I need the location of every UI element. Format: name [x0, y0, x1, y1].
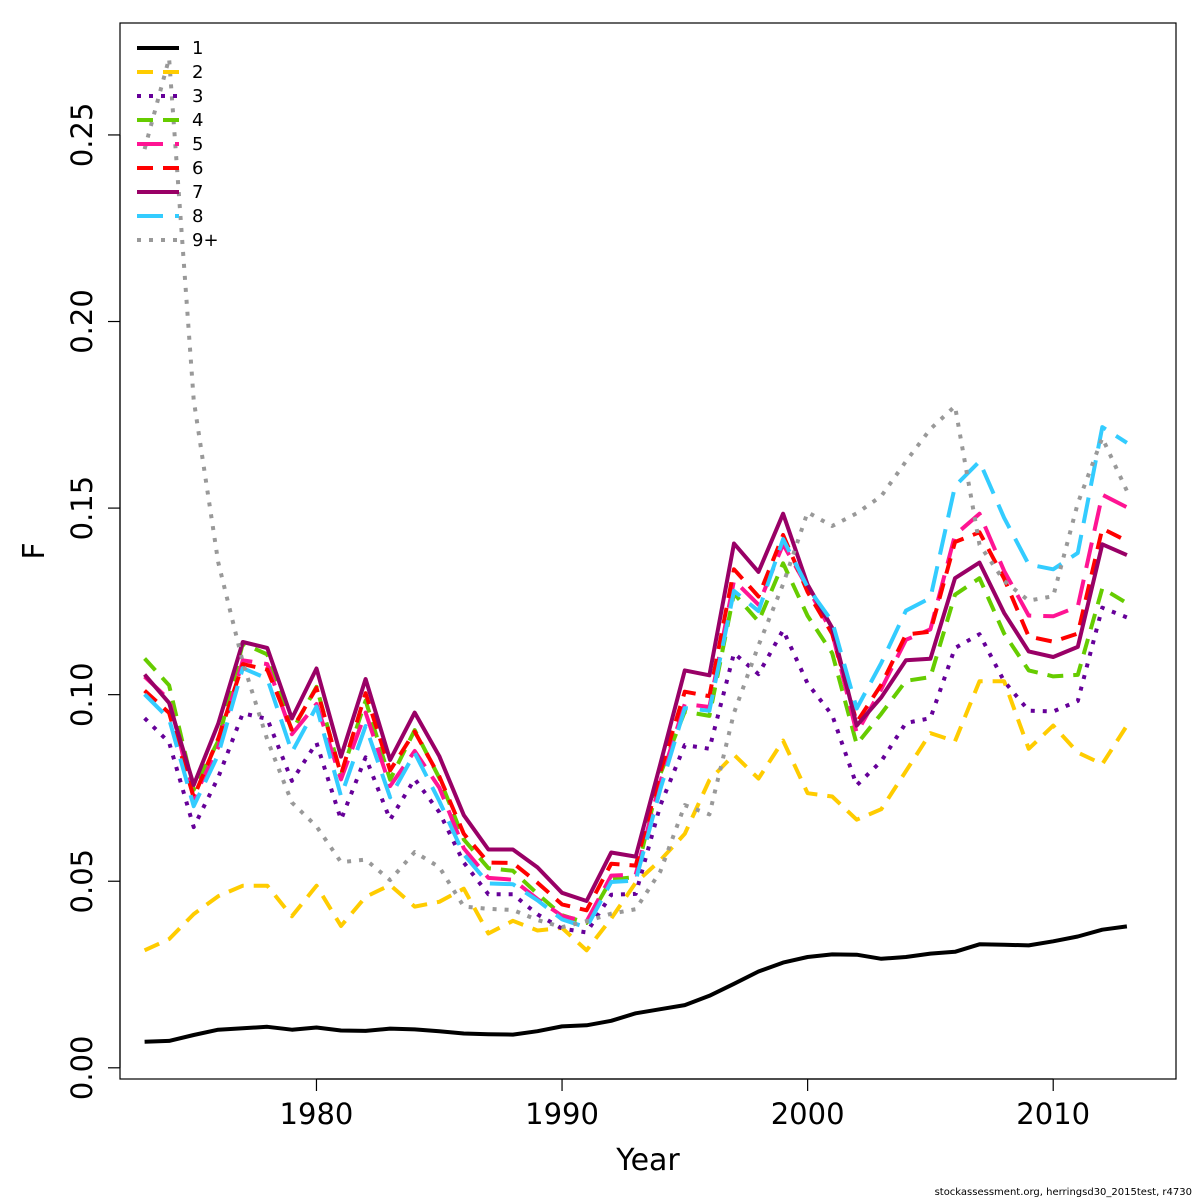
legend-label-6: 6 — [192, 158, 203, 179]
y-tick-label: 0.10 — [65, 662, 99, 727]
series-line-7 — [143, 511, 1128, 903]
series-line-2 — [143, 679, 1129, 953]
legend-label-1: 1 — [192, 38, 203, 59]
legend-label-7: 7 — [192, 182, 203, 203]
series-line-8 — [143, 425, 1128, 930]
x-tick-label: 2000 — [771, 1097, 845, 1131]
series-line-1 — [144, 924, 1128, 1044]
x-axis-title: Year — [615, 1143, 680, 1178]
y-axis-title: F — [17, 542, 52, 559]
y-tick-label: 0.20 — [65, 289, 99, 354]
legend-label-5: 5 — [192, 134, 203, 155]
legend-label-4: 4 — [192, 110, 203, 131]
x-tick-label: 1980 — [280, 1097, 354, 1131]
series-line-4 — [143, 561, 1128, 925]
x-tick-label: 2010 — [1016, 1097, 1090, 1131]
series-layer — [142, 56, 1129, 1044]
y-tick-label: 0.00 — [65, 1036, 99, 1101]
plot-frame — [119, 22, 1177, 1080]
footer-credit: stockassessment.org, herringsd30_2015tes… — [934, 1187, 1192, 1198]
series-line-6 — [143, 526, 1128, 913]
legend: 1 2 3 4 5 6 7 8 9+ — [137, 38, 219, 251]
legend-label-9: 9+ — [192, 230, 219, 251]
legend-label-8: 8 — [192, 206, 203, 227]
y-tick-label: 0.05 — [65, 849, 99, 914]
y-tick-label: 0.15 — [65, 476, 99, 541]
x-tick-label: 1990 — [525, 1097, 599, 1131]
legend-label-3: 3 — [192, 86, 203, 107]
x-axis: 1980 1990 2000 2010 — [280, 1078, 1090, 1131]
y-tick-label: 0.25 — [65, 103, 99, 168]
legend-label-2: 2 — [192, 62, 203, 83]
series-line-9 — [142, 56, 1129, 930]
series-line-3 — [143, 605, 1128, 935]
y-axis: 0.00 0.05 0.10 0.15 0.20 0.25 — [65, 103, 121, 1101]
